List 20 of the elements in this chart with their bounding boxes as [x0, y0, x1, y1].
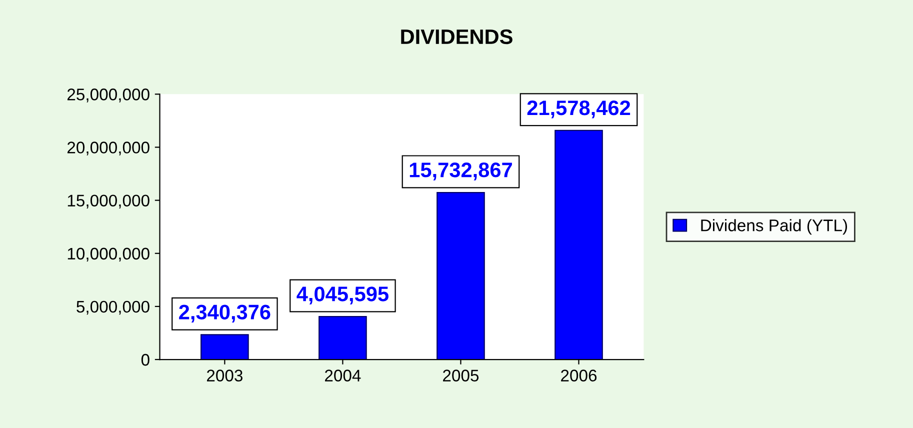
y-tick-label: 0	[141, 354, 150, 366]
bar	[436, 192, 485, 360]
data-label: 4,045,595	[296, 286, 388, 304]
legend-label: Dividens Paid (YTL)	[701, 219, 848, 235]
bar	[200, 334, 249, 360]
data-label: 15,732,867	[410, 162, 512, 180]
x-tick-label: 2003	[206, 370, 242, 382]
y-tick-label: 15,000,000	[68, 194, 150, 208]
y-tick-label: 20,000,000	[67, 142, 150, 156]
x-tick-label: 2005	[443, 370, 479, 382]
data-label: 21,578,462	[527, 100, 630, 118]
y-tick-label: 5,000,000	[76, 300, 150, 315]
x-tick-label: 2004	[325, 370, 361, 382]
x-tick-label: 2006	[561, 370, 597, 382]
chart-title: DIVIDENDS	[401, 29, 512, 44]
y-tick-label: 25,000,000	[67, 88, 150, 102]
bar	[554, 130, 603, 360]
data-label: 2,340,376	[179, 304, 270, 322]
bar	[318, 316, 367, 360]
y-tick-label: 10,000,000	[68, 248, 150, 262]
